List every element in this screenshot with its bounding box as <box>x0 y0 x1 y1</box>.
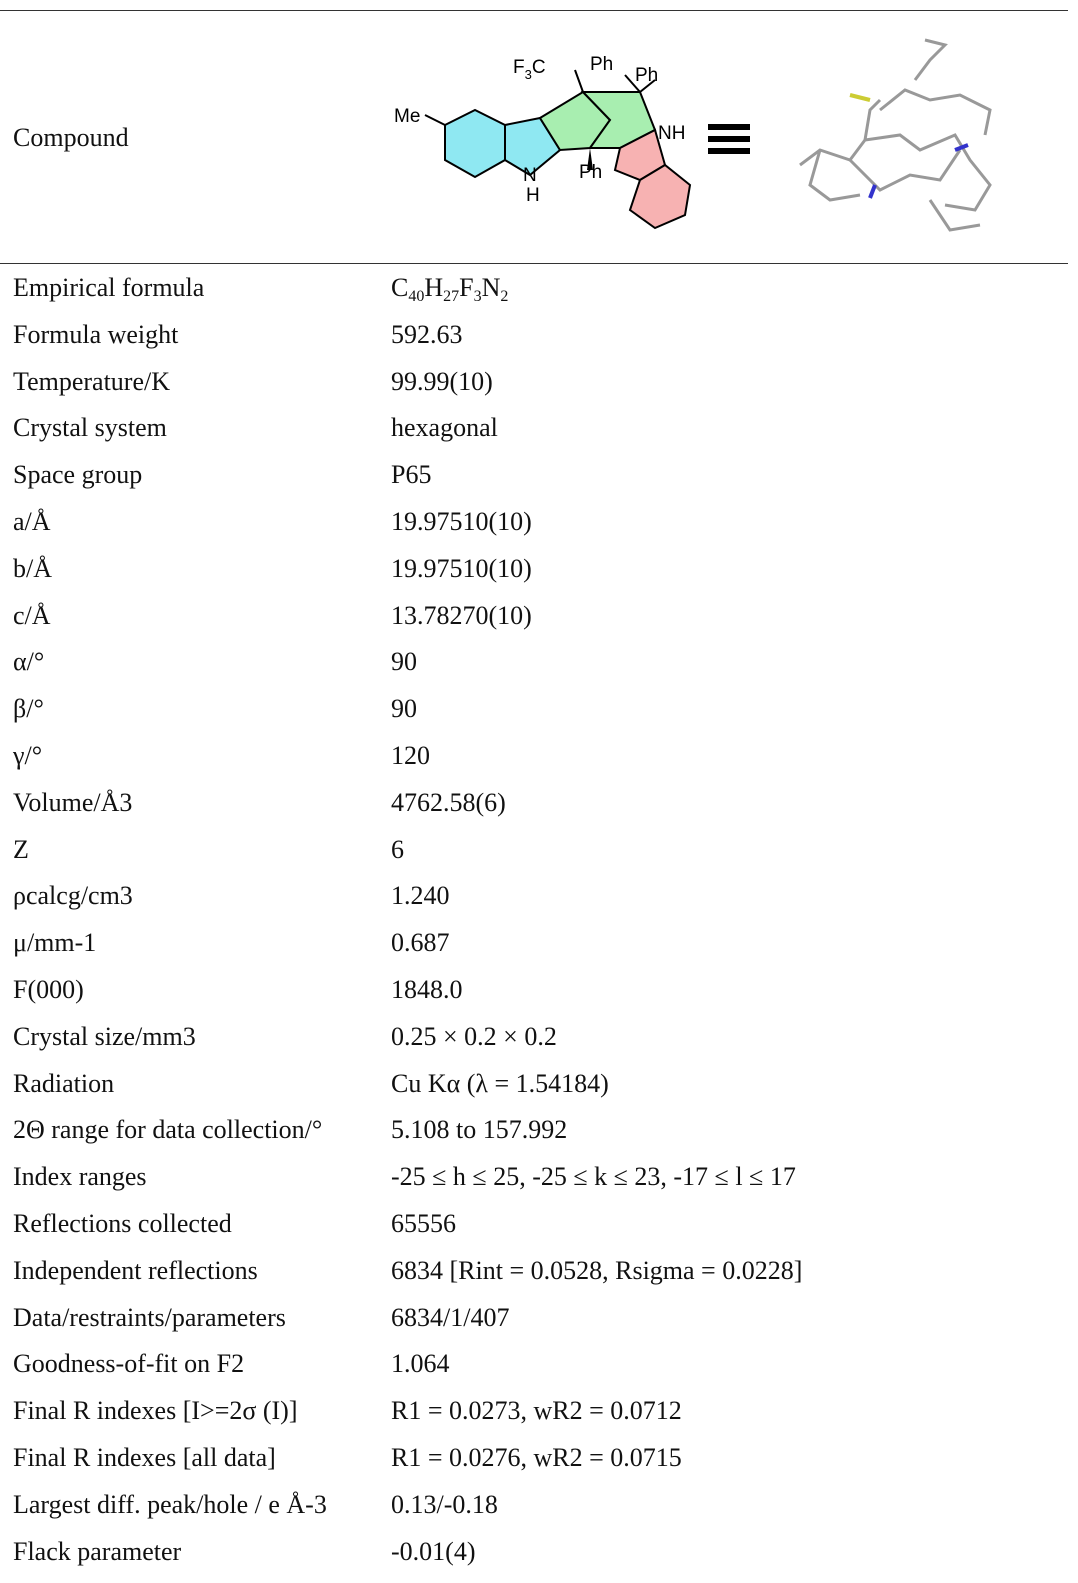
row-label: Largest diff. peak/hole / e Å-3 <box>13 1490 327 1520</box>
row-value: -0.01(4) <box>391 1537 475 1567</box>
atom-label: F3C <box>513 57 546 82</box>
atom-label: H <box>526 185 540 206</box>
row-label: Empirical formula <box>13 273 204 303</box>
row-value: 5.108 to 157.992 <box>391 1115 567 1145</box>
row-value: 0.25 × 0.2 × 0.2 <box>391 1022 557 1052</box>
element: H <box>424 273 443 302</box>
row-label: Radiation <box>13 1069 114 1099</box>
row-value: 19.97510(10) <box>391 554 532 584</box>
row-value: R1 = 0.0276, wR2 = 0.0715 <box>391 1443 682 1473</box>
row-value: 0.687 <box>391 928 450 958</box>
element: C <box>391 273 408 302</box>
row-value: 6 <box>391 835 404 865</box>
row-value: 120 <box>391 741 430 771</box>
row-value: 13.78270(10) <box>391 601 532 631</box>
row-value: 1848.0 <box>391 975 463 1005</box>
row-label: ρcalcg/cm3 <box>13 881 133 911</box>
row-value: P65 <box>391 460 431 490</box>
top-rule <box>0 10 1068 11</box>
atom-label: Ph <box>579 162 602 183</box>
row-label: Z <box>13 835 29 865</box>
row-label: Independent reflections <box>13 1256 258 1286</box>
atom-label: Ph <box>635 65 658 86</box>
element: N <box>482 273 501 302</box>
row-label: γ/° <box>13 741 42 771</box>
row-value: 90 <box>391 694 417 724</box>
element-count: 3 <box>474 288 482 305</box>
row-label: Crystal size/mm3 <box>13 1022 196 1052</box>
row-label: b/Å <box>13 554 52 584</box>
row-label: Data/restraints/parameters <box>13 1303 286 1333</box>
row-value: 0.13/-0.18 <box>391 1490 498 1520</box>
element: F <box>459 273 473 302</box>
row-value: Cu Kα (λ = 1.54184) <box>391 1069 609 1099</box>
row-value: -25 ≤ h ≤ 25, -25 ≤ k ≤ 23, -17 ≤ l ≤ 17 <box>391 1162 796 1192</box>
row-value: hexagonal <box>391 413 498 443</box>
element-count: 2 <box>500 288 508 305</box>
row-value: 4762.58(6) <box>391 788 506 818</box>
row-label: Reflections collected <box>13 1209 232 1239</box>
atom-label: NH <box>658 123 685 144</box>
element-count: 40 <box>408 288 424 305</box>
row-label: Volume/Å3 <box>13 788 132 818</box>
row-value: 19.97510(10) <box>391 507 532 537</box>
row-label: F(000) <box>13 975 84 1005</box>
atom-label: Ph <box>590 54 613 75</box>
page: Compound Me F3C Ph Ph Ph NH <box>0 0 1078 1583</box>
header-rule <box>0 263 1068 264</box>
row-value: 1.064 <box>391 1349 450 1379</box>
row-label: Formula weight <box>13 320 178 350</box>
row-value: R1 = 0.0273, wR2 = 0.0712 <box>391 1396 682 1426</box>
row-label: Goodness-of-fit on F2 <box>13 1349 244 1379</box>
row-label: Space group <box>13 460 142 490</box>
row-label: Flack parameter <box>13 1537 181 1567</box>
row-label: Final R indexes [all data] <box>13 1443 276 1473</box>
row-label: α/° <box>13 647 44 677</box>
row-value: 6834/1/407 <box>391 1303 509 1333</box>
row-label: Temperature/K <box>13 367 170 397</box>
row-label: μ/mm-1 <box>13 928 96 958</box>
row-label: Final R indexes [I>=2σ (I)] <box>13 1396 298 1426</box>
row-label: 2Θ range for data collection/° <box>13 1115 322 1145</box>
row-value: 592.63 <box>391 320 463 350</box>
row-label: Crystal system <box>13 413 167 443</box>
row-label: a/Å <box>13 507 51 537</box>
row-value: C40H27F3N2 <box>391 273 508 303</box>
row-value: 90 <box>391 647 417 677</box>
compound-label: Compound <box>13 123 129 153</box>
atom-label: N <box>523 165 537 186</box>
row-label: β/° <box>13 694 44 724</box>
row-value: 99.99(10) <box>391 367 493 397</box>
compound-structure: Me F3C Ph Ph Ph NH N H <box>380 20 1020 250</box>
atom-label: Me <box>394 106 420 127</box>
row-label: Index ranges <box>13 1162 147 1192</box>
row-label: c/Å <box>13 601 51 631</box>
row-value: 6834 [Rint = 0.0528, Rsigma = 0.0228] <box>391 1256 802 1286</box>
element-count: 27 <box>443 288 459 305</box>
row-value: 1.240 <box>391 881 450 911</box>
row-value: 65556 <box>391 1209 456 1239</box>
